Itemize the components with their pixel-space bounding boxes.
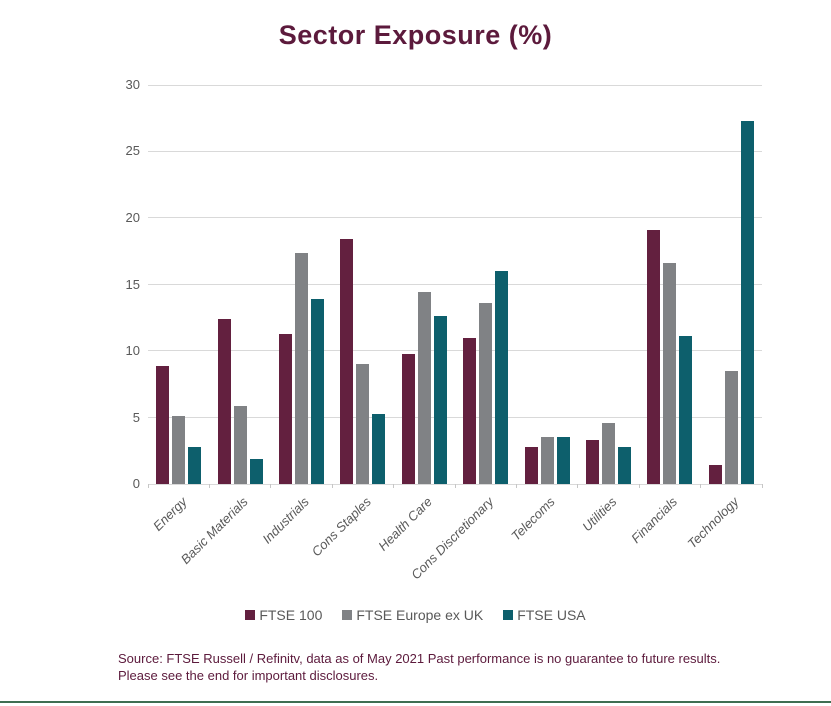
gridline [148, 350, 762, 352]
bar [647, 229, 661, 484]
bar-group [271, 85, 332, 484]
legend-swatch-icon [245, 610, 256, 620]
bar [279, 333, 293, 484]
legend-item: FTSE USA [503, 607, 586, 623]
y-axis-label: 0 [132, 476, 140, 491]
x-axis-label: Health Care [375, 494, 435, 554]
bar [156, 365, 170, 484]
bar [249, 458, 263, 484]
bar [233, 405, 247, 484]
legend: FTSE 100 FTSE Europe ex UK FTSE USA [0, 607, 831, 623]
source-line-1: Source: FTSE Russell / Refinitv, data as… [118, 651, 721, 666]
bar [463, 337, 477, 484]
gridline [148, 84, 762, 86]
bar-group [332, 85, 393, 484]
bar-groups [148, 85, 762, 484]
bar-group [394, 85, 455, 484]
bar [556, 437, 570, 484]
legend-label: FTSE 100 [259, 607, 323, 623]
bar [217, 319, 231, 484]
x-axis-label: Energy [149, 494, 190, 534]
bar [618, 446, 632, 484]
bar [479, 303, 493, 484]
source-line-2: Please see the end for important disclos… [118, 668, 379, 683]
bar [372, 413, 386, 484]
plot-area: 0 5 10 15 20 25 30 Energy Basic Materials Industr… [126, 78, 763, 582]
bar [708, 465, 722, 484]
legend-label: FTSE Europe ex UK [356, 607, 484, 623]
bar [417, 292, 431, 484]
bar [340, 239, 354, 484]
y-axis-label: 20 [125, 209, 140, 225]
y-axis-label: 10 [125, 342, 140, 358]
x-axis-label: Telecoms [508, 494, 558, 544]
bar [356, 364, 370, 484]
bar [172, 416, 186, 484]
legend-label: FTSE USA [517, 607, 586, 623]
x-axis-labels: Energy Basic Materials Industrials Cons Sta… [148, 484, 762, 604]
bar-group [701, 85, 762, 484]
y-axis-label: 25 [125, 143, 140, 159]
gridline [148, 417, 762, 418]
y-axis-label: 30 [125, 77, 140, 92]
axis-tick [761, 484, 763, 488]
axis-tick [331, 484, 333, 488]
bar-group [516, 85, 577, 484]
source-note: Source: FTSE Russell / Refinitv, data as… [118, 650, 720, 684]
axis-tick [454, 484, 456, 488]
axis-tick [577, 484, 579, 488]
bar [679, 336, 693, 484]
bar [495, 271, 509, 484]
axis-tick [147, 484, 149, 488]
axis-tick [208, 484, 210, 488]
x-axis-label: Cons Staples [308, 494, 374, 560]
legend-item: FTSE Europe ex UK [342, 607, 483, 623]
bar [740, 120, 754, 484]
bar [401, 353, 415, 484]
x-axis-label: Technology [684, 494, 742, 552]
y-axis-label: 15 [125, 276, 140, 292]
bar [295, 252, 309, 484]
bar-group [578, 85, 639, 484]
bar [663, 263, 677, 484]
bar [540, 437, 554, 484]
y-axis-label: 5 [132, 409, 140, 425]
legend-item: FTSE 100 [245, 607, 322, 623]
axis-tick [393, 484, 395, 488]
bar-group [148, 85, 209, 484]
bar-group [209, 85, 270, 484]
axis-tick [515, 484, 517, 488]
gridline [148, 150, 762, 152]
bar [188, 446, 202, 484]
legend-swatch-icon [342, 610, 353, 620]
bar [524, 446, 538, 484]
x-axis-label: Industrials [259, 494, 313, 547]
bar [586, 440, 600, 484]
gridline [148, 217, 762, 219]
gridline [148, 284, 762, 285]
bar [724, 370, 738, 484]
bar [433, 316, 447, 484]
legend-swatch-icon [503, 610, 514, 620]
axis-tick [700, 484, 702, 488]
bottom-divider [0, 701, 831, 703]
chart-title: Sector Exposure (%) [278, 20, 553, 50]
bar-group [639, 85, 700, 484]
x-axis-label: Utilities [578, 494, 620, 535]
bar-group [455, 85, 516, 484]
axis-tick [270, 484, 272, 488]
axis-tick [638, 484, 640, 488]
bar [311, 299, 325, 484]
x-axis-label: Financials [628, 494, 681, 546]
bar [602, 422, 616, 484]
